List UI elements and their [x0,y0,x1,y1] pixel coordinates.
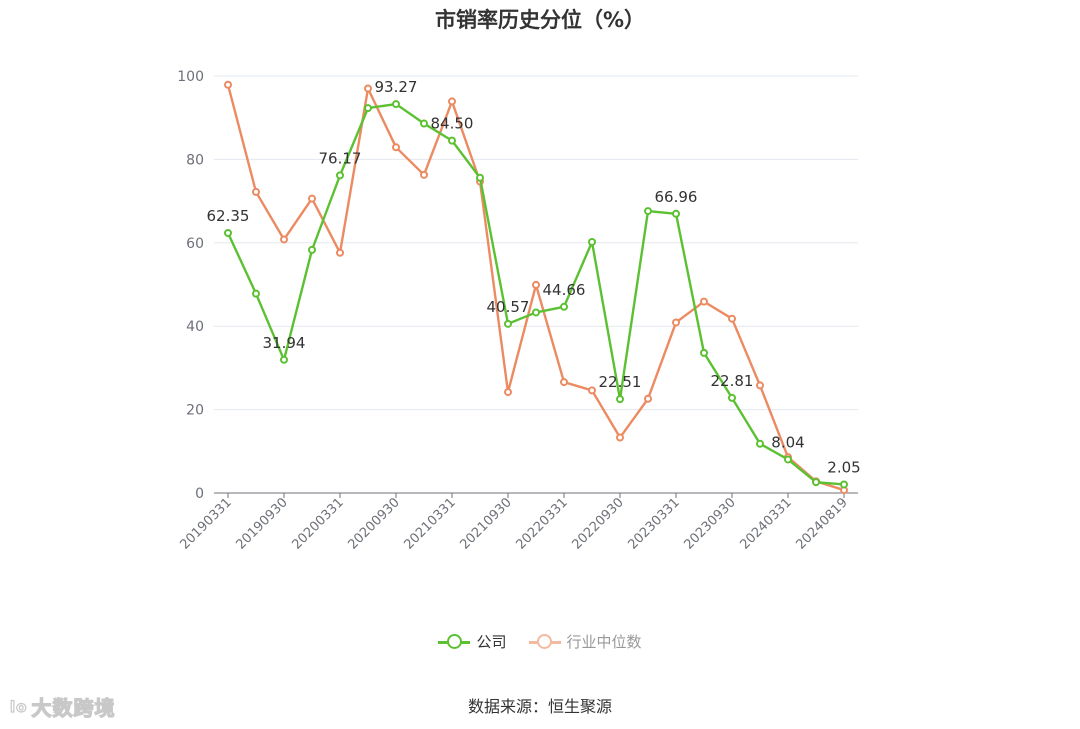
series-group [224,80,848,495]
point-company-20200630 [364,104,372,113]
legend-item-company[interactable]: 公司 [438,631,507,652]
data-label-company-20220930: 22.51 [599,373,642,391]
legend-label-company: 公司 [476,633,507,651]
x-tick-label-20230930: 20230930 [681,495,738,552]
x-tick-label-20230331: 20230331 [625,495,682,552]
y-tick-label-60: 60 [186,236,204,252]
watermark: lo 大数跨境 [9,692,116,721]
grid-lines [214,75,858,411]
point-company-20200930 [392,100,400,109]
x-tick-label-20220930: 20220930 [569,495,626,552]
point-company-20210331 [448,136,456,145]
point-company-20190930 [280,355,288,364]
point-company-20210630 [476,173,484,182]
legend-label-industry: 行业中位数 [566,633,642,651]
point-company-20211231 [532,308,540,317]
point-company-20191231 [308,245,316,254]
point-industry-20190930 [280,235,288,244]
point-company-20230930 [728,393,736,402]
data-label-company-20220331: 44.66 [543,281,586,299]
point-industry-20210930 [504,388,512,397]
data-label-company-20240819: 2.05 [827,458,860,476]
data-label-company-20210331: 84.50 [431,115,474,133]
y-tick-label-100: 100 [177,69,204,85]
point-industry-20200331 [336,248,344,257]
data-label-company-20210930: 40.57 [487,298,530,316]
legend-swatch-industry [528,634,561,650]
data-label-company-20190930: 31.94 [263,334,306,352]
x-tick-label-20220331: 20220331 [513,495,570,552]
x-tick-label-20240331: 20240331 [737,495,794,552]
x-tick-label-20200331: 20200331 [289,495,346,552]
point-industry-20191231 [308,194,316,203]
point-industry-20220630 [588,386,596,395]
point-company-20240331 [784,455,792,464]
data-labels: 62.35 31.94 76.17 93.27 84.50 40.57 44.66 22.51… [207,78,861,476]
point-industry-20210331 [448,97,456,106]
y-tick-label-80: 80 [186,152,204,168]
point-industry-20230930 [728,314,736,323]
y-tick-label-20: 20 [186,403,204,419]
point-company-20200331 [336,171,344,180]
legend: 公司 行业中位数 [0,631,1080,652]
y-tick-label-40: 40 [186,319,204,335]
point-company-20230630 [700,348,708,357]
point-industry-20190331 [224,80,232,89]
point-company-20190331 [224,229,232,238]
point-industry-20201231 [420,170,428,179]
point-company-20201231 [420,119,428,128]
x-tick-label-20190930: 20190930 [233,495,290,552]
point-company-20221231 [644,207,652,216]
point-company-20190630 [252,289,260,298]
watermark-logo-icon: lo [9,697,28,716]
data-label-company-20240331: 8.04 [771,433,804,451]
x-tick-label-20240819: 20240819 [793,495,850,552]
y-tick-label-0: 0 [195,486,204,502]
point-industry-20200930 [392,143,400,152]
data-label-company-20200930: 93.27 [375,78,418,96]
point-industry-20220930 [616,433,624,442]
point-industry-20221231 [644,394,652,403]
point-company-20230331 [672,209,680,218]
point-industry-20231231 [756,381,764,390]
legend-item-industry[interactable]: 行业中位数 [528,631,642,652]
source-note: 数据来源：恒生聚源 [467,697,612,716]
point-industry-20211231 [532,280,540,289]
point-company-20220630 [588,237,596,246]
chart-title: 市销率历史分位（%） [434,8,646,32]
watermark-text: 大数跨境 [31,695,116,720]
point-industry-20230630 [700,297,708,306]
x-tick-label-20210930: 20210930 [457,495,514,552]
data-label-company-20200331: 76.17 [319,149,362,167]
x-tick-label-20210331: 20210331 [401,495,458,552]
x-tick-label-20200930: 20200930 [345,495,402,552]
point-industry-20200630 [364,84,372,93]
x-tick-label-20190331: 20190331 [177,495,234,552]
point-industry-20220331 [560,378,568,387]
data-label-company-20230331: 66.96 [655,188,698,206]
point-company-20240819 [840,480,848,489]
point-industry-20190630 [252,187,260,196]
point-company-20210930 [504,319,512,328]
data-label-company-20190331: 62.35 [207,207,250,225]
point-company-20220930 [616,395,624,404]
point-industry-20230331 [672,318,680,327]
point-company-20231231 [756,439,764,448]
data-label-company-20230930: 22.81 [711,372,754,390]
point-company-20240630 [812,478,820,487]
legend-swatch-company [438,634,471,650]
point-company-20220331 [560,302,568,311]
